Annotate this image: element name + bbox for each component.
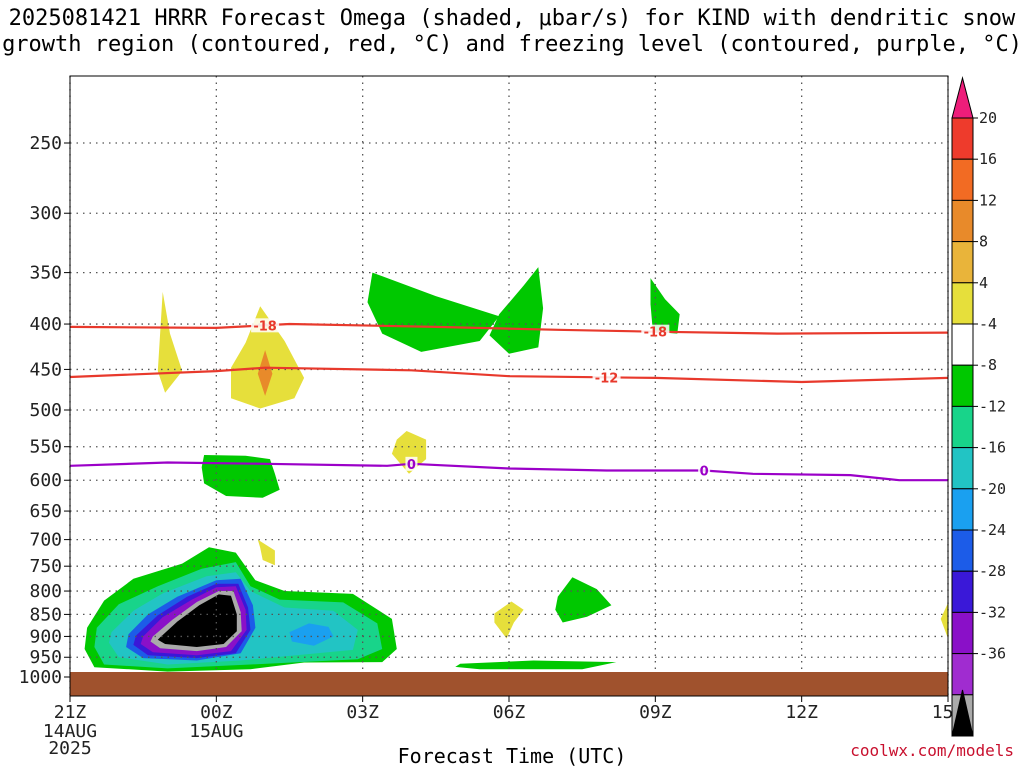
- colorbar-label: -12: [979, 397, 1006, 415]
- watermark: coolwx.com/models: [850, 741, 1014, 760]
- y-tick-label: 1000: [19, 667, 62, 688]
- omega-region: [940, 602, 948, 639]
- colorbar-segment: [951, 323, 974, 366]
- colorbar-segment: [951, 529, 974, 572]
- omega-region: [201, 455, 280, 498]
- omega-region: [489, 267, 544, 354]
- contour-label-background: [641, 324, 670, 339]
- colorbar-label: -28: [979, 562, 1006, 580]
- y-tick-label: 400: [29, 314, 62, 335]
- colorbar-segment: [951, 282, 974, 325]
- contours: -18 -18 -12 0 0: [70, 318, 948, 482]
- y-tick-label: 700: [29, 530, 62, 551]
- x-tick-label: 12Z: [785, 702, 818, 723]
- contour-line: [70, 366, 948, 384]
- x-tick-label: 00Z: [200, 702, 233, 723]
- y-tick-label: 950: [29, 647, 62, 668]
- omega-region: [157, 291, 183, 393]
- y-tick-label: 550: [29, 437, 62, 458]
- axes: 2503003504004505005506006507007508008509…: [19, 133, 965, 759]
- x-tick-sublabel: 14AUG: [43, 721, 97, 742]
- x-axis-label: Forecast Time (UTC): [397, 744, 627, 768]
- contour-label-background: [592, 370, 621, 385]
- x-tick-sublabel: 15AUG: [189, 721, 243, 742]
- colorbar-label: -32: [979, 603, 1006, 621]
- contour-label: -18: [644, 326, 668, 341]
- y-tick-label: 850: [29, 604, 62, 625]
- y-tick-label: 750: [29, 556, 62, 577]
- colorbar-label: 16: [979, 150, 997, 168]
- omega-region: [257, 350, 273, 396]
- colorbar-label: 12: [979, 191, 997, 209]
- ground-surface: [70, 672, 948, 696]
- omega-region: [231, 306, 305, 409]
- x-tick-label: 03Z: [346, 702, 379, 723]
- x-tick-sublabel: 2025: [48, 738, 91, 759]
- omega-shading: [84, 267, 948, 672]
- colorbar-cap-bottom: [951, 689, 974, 737]
- omega-region: [157, 594, 237, 647]
- y-tick-label: 450: [29, 359, 62, 380]
- y-tick-label: 350: [29, 263, 62, 284]
- colorbar-segment: [951, 199, 974, 243]
- colorbar: 20 16 12 8 4 -4 -8 -12 -16 -20 -24 -28 -32 -36: [951, 76, 1006, 737]
- colorbar-cap-top: [951, 76, 974, 119]
- omega-region: [289, 623, 334, 646]
- contour-label-background: [405, 456, 418, 471]
- colorbar-segment: [951, 241, 974, 284]
- x-tick-label: 21Z: [54, 702, 87, 723]
- colorbar-label: 8: [979, 233, 988, 251]
- x-tick-label: 06Z: [493, 702, 526, 723]
- contour-label-background: [698, 463, 711, 478]
- colorbar-segment: [951, 364, 974, 407]
- contour-label: -18: [253, 319, 277, 334]
- title-line-2: growth region (contoured, red, °C) and f…: [2, 32, 1022, 57]
- contour-label: 0: [700, 464, 709, 479]
- y-tick-label: 250: [29, 133, 62, 154]
- colorbar-label: -8: [979, 356, 997, 374]
- contour-label: -12: [595, 371, 619, 386]
- contour-line: [70, 322, 948, 335]
- colorbar-segment: [951, 611, 974, 655]
- contour-line: [70, 461, 948, 482]
- colorbar-label: -16: [979, 439, 1006, 457]
- omega-region: [257, 539, 275, 566]
- chart-title: 2025081421 HRRR Forecast Omega (shaded, …: [0, 6, 1024, 58]
- y-tick-label: 500: [29, 400, 62, 421]
- colorbar-label: -36: [979, 645, 1006, 663]
- omega-region: [650, 278, 680, 334]
- x-tick-label: 09Z: [639, 702, 672, 723]
- omega-region: [455, 660, 617, 670]
- omega-region: [494, 601, 524, 639]
- title-line-1: 2025081421 HRRR Forecast Omega (shaded, …: [8, 6, 1016, 31]
- y-tick-label: 900: [29, 626, 62, 647]
- colorbar-label: -20: [979, 480, 1006, 498]
- colorbar-label: 4: [979, 274, 988, 292]
- colorbar-segment: [951, 158, 974, 201]
- y-tick-label: 800: [29, 581, 62, 602]
- y-tick-label: 600: [29, 470, 62, 491]
- omega-region: [555, 577, 612, 623]
- omega-region: [367, 272, 500, 352]
- y-tick-label: 650: [29, 501, 62, 522]
- contour-label-background: [251, 318, 280, 333]
- colorbar-segment: [951, 488, 974, 531]
- colorbar-segment: [951, 117, 974, 160]
- colorbar-segment: [951, 447, 974, 490]
- colorbar-label: -24: [979, 521, 1006, 539]
- colorbar-segment: [951, 405, 974, 449]
- y-tick-label: 300: [29, 203, 62, 224]
- colorbar-label: -4: [979, 315, 997, 333]
- colorbar-segment: [951, 653, 974, 696]
- colorbar-label: 20: [979, 109, 997, 127]
- colorbar-segment: [951, 570, 974, 613]
- contour-label: 0: [407, 458, 416, 473]
